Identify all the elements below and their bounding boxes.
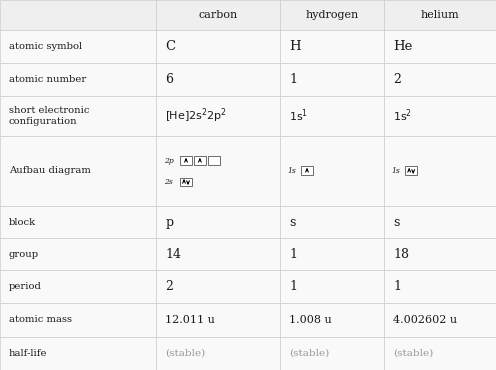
Bar	[0, 136, 156, 206]
Text: half-life: half-life	[9, 349, 48, 358]
Text: Aufbau diagram: Aufbau diagram	[9, 166, 91, 175]
Text: 2: 2	[393, 73, 401, 86]
Text: 1s: 1s	[288, 167, 297, 175]
Bar	[280, 270, 384, 303]
Text: 14: 14	[165, 248, 181, 261]
Bar	[280, 206, 384, 238]
Text: H: H	[289, 40, 301, 53]
Bar	[156, 63, 280, 96]
Text: atomic number: atomic number	[9, 75, 86, 84]
Bar	[280, 0, 384, 30]
Bar	[280, 96, 384, 136]
Bar	[0, 96, 156, 136]
Bar	[0, 337, 156, 370]
Text: s: s	[393, 216, 400, 229]
Bar	[384, 0, 496, 30]
Bar	[194, 157, 206, 165]
Text: 1: 1	[289, 248, 297, 261]
Text: 1s: 1s	[392, 167, 401, 175]
Bar	[0, 0, 156, 30]
Text: (stable): (stable)	[165, 349, 205, 358]
Text: hydrogen: hydrogen	[306, 10, 359, 20]
Bar	[156, 30, 280, 63]
Text: atomic mass: atomic mass	[9, 315, 72, 324]
Bar	[301, 166, 313, 175]
Text: 2: 2	[165, 280, 173, 293]
Bar	[280, 337, 384, 370]
Text: short electronic
configuration: short electronic configuration	[9, 106, 89, 126]
Bar	[156, 303, 280, 337]
Text: 12.011 u: 12.011 u	[165, 315, 215, 325]
Bar	[384, 136, 496, 206]
Text: $\mathregular{1s^2}$: $\mathregular{1s^2}$	[393, 108, 413, 124]
Bar	[0, 30, 156, 63]
Bar	[384, 206, 496, 238]
Text: He: He	[393, 40, 413, 53]
Text: 18: 18	[393, 248, 409, 261]
Bar	[384, 337, 496, 370]
Text: helium: helium	[421, 10, 460, 20]
Text: s: s	[289, 216, 296, 229]
Bar	[0, 63, 156, 96]
Bar	[0, 303, 156, 337]
Bar	[156, 0, 280, 30]
Bar	[0, 206, 156, 238]
Bar	[156, 136, 280, 206]
Bar	[280, 30, 384, 63]
Bar	[280, 63, 384, 96]
Text: 2s: 2s	[164, 178, 173, 186]
Text: (stable): (stable)	[393, 349, 434, 358]
Bar	[156, 337, 280, 370]
Bar	[180, 178, 192, 186]
Bar	[384, 30, 496, 63]
Text: atomic symbol: atomic symbol	[9, 42, 82, 51]
Text: (stable): (stable)	[289, 349, 329, 358]
Text: group: group	[9, 250, 39, 259]
Bar	[405, 166, 417, 175]
Bar	[280, 238, 384, 270]
Bar	[280, 303, 384, 337]
Text: 1: 1	[289, 280, 297, 293]
Text: p: p	[165, 216, 173, 229]
Text: C: C	[165, 40, 175, 53]
Bar	[0, 238, 156, 270]
Text: 6: 6	[165, 73, 173, 86]
Bar	[280, 136, 384, 206]
Text: 1: 1	[289, 73, 297, 86]
Text: $\mathregular{1s^1}$: $\mathregular{1s^1}$	[289, 108, 309, 124]
Text: 2p: 2p	[164, 157, 174, 165]
Bar	[384, 63, 496, 96]
Bar	[208, 157, 220, 165]
Bar	[156, 238, 280, 270]
Bar	[384, 238, 496, 270]
Text: carbon: carbon	[198, 10, 238, 20]
Text: block: block	[9, 218, 36, 227]
Bar	[384, 96, 496, 136]
Text: period: period	[9, 282, 42, 291]
Bar	[384, 270, 496, 303]
Text: 1: 1	[393, 280, 401, 293]
Bar	[156, 206, 280, 238]
Bar	[0, 270, 156, 303]
Bar	[384, 303, 496, 337]
Text: $\mathregular{[He]2s^22p^2}$: $\mathregular{[He]2s^22p^2}$	[165, 107, 227, 125]
Bar	[180, 157, 192, 165]
Text: 1.008 u: 1.008 u	[289, 315, 332, 325]
Text: 4.002602 u: 4.002602 u	[393, 315, 457, 325]
Bar	[156, 270, 280, 303]
Bar	[156, 96, 280, 136]
